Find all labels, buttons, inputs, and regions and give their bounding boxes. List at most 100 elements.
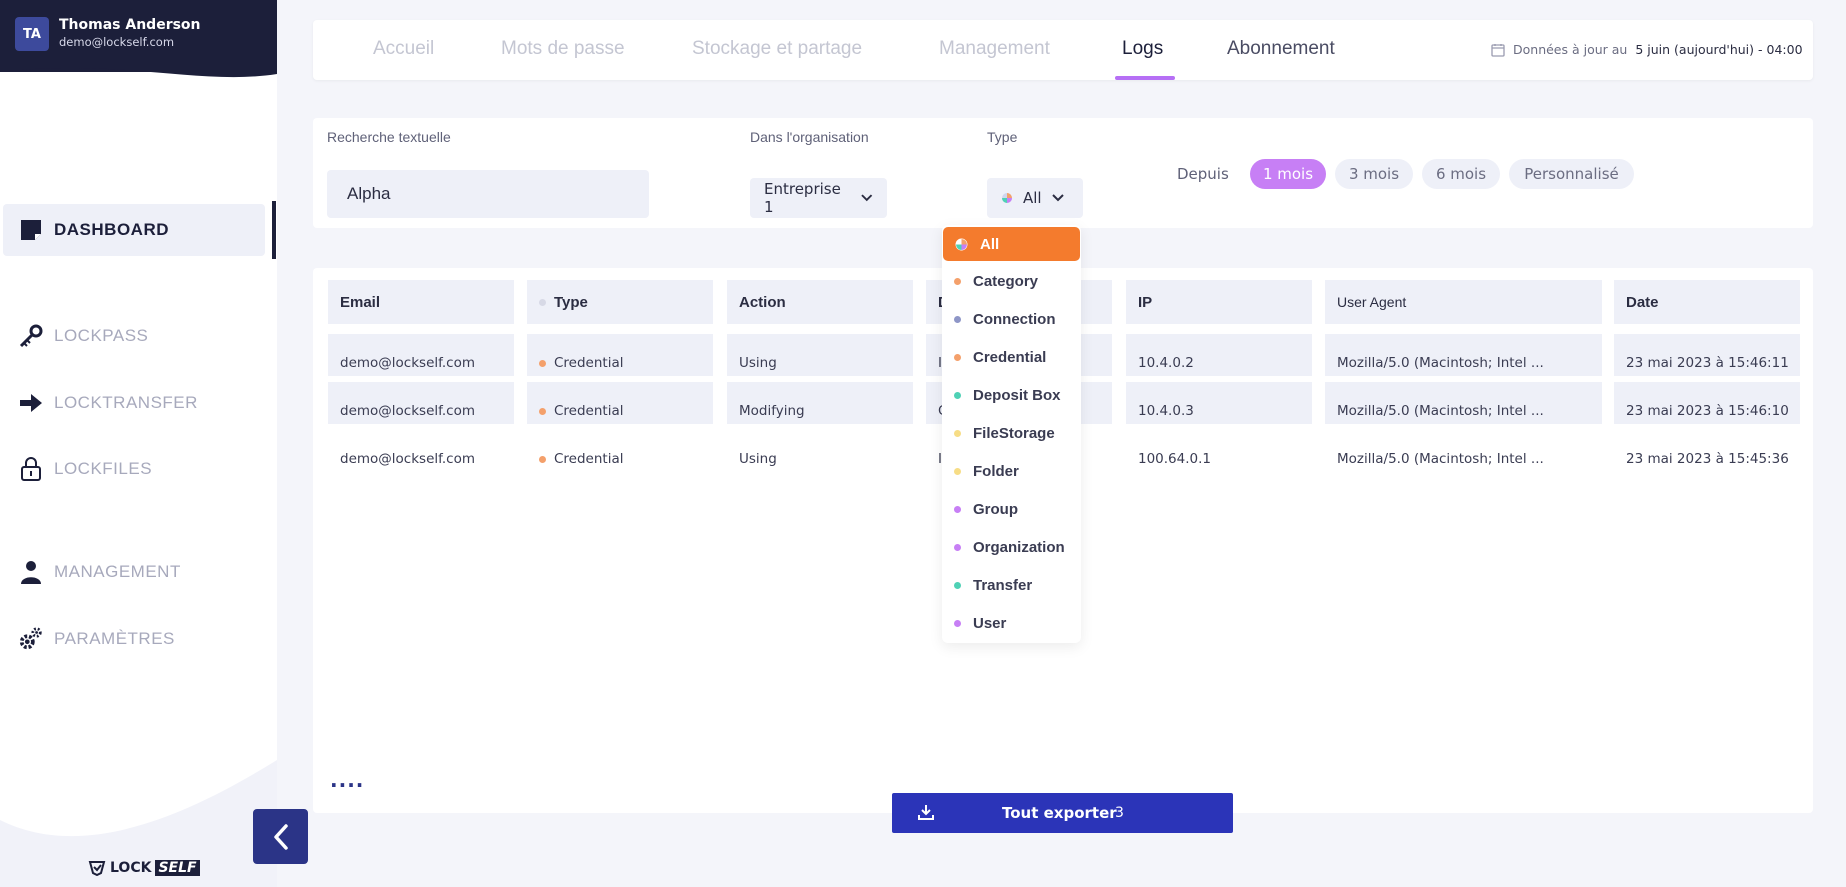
sidebar-item-lockpass[interactable]: LOCKPASS — [0, 310, 277, 362]
search-input[interactable] — [327, 170, 649, 218]
deposit-box-dot-icon — [954, 391, 961, 399]
user-dot-icon — [954, 619, 961, 627]
palette-icon — [1002, 193, 1012, 203]
export-all-button[interactable]: Tout exporter 3 — [892, 793, 1233, 833]
row-cell-bg — [727, 382, 913, 424]
lockself-logo: LOCK SELF — [88, 860, 200, 876]
top-tabs: Accueil Mots de passe Stockage et partag… — [313, 20, 1813, 80]
dropdown-option-transfer[interactable]: Transfer — [942, 568, 1081, 602]
arrow-right-icon — [18, 390, 44, 416]
dropdown-option-label: Deposit Box — [973, 386, 1061, 404]
updated-date: 5 juin (aujourd'hui) - 04:00 — [1635, 42, 1803, 57]
connection-dot-icon — [954, 315, 961, 323]
dropdown-option-group[interactable]: Group — [942, 492, 1081, 526]
table-row[interactable]: demo@lockself.com — [340, 451, 475, 467]
dropdown-option-deposit-box[interactable]: Deposit Box — [942, 378, 1081, 412]
sidebar-item-label: DASHBOARD — [54, 220, 169, 239]
dropdown-option-folder[interactable]: Folder — [942, 454, 1081, 488]
gears-icon — [18, 626, 44, 652]
sidebar-item-label: LOCKTRANSFER — [54, 393, 198, 412]
row-cell-bg — [328, 334, 514, 376]
organization-select[interactable]: Entreprise 1 — [750, 178, 887, 218]
collapse-sidebar-button[interactable] — [253, 809, 308, 864]
shield-icon — [88, 861, 106, 876]
type-label: Type — [987, 129, 1018, 145]
period-chip-3-months[interactable]: 3 mois — [1335, 159, 1413, 189]
cell-type-label: Credential — [554, 403, 624, 419]
column-header-user-agent[interactable]: User Agent — [1325, 280, 1602, 324]
sidebar-item-dashboard[interactable]: DASHBOARD — [0, 201, 277, 259]
dropdown-option-organization[interactable]: Organization — [942, 530, 1081, 564]
row-cell-bg — [1126, 334, 1312, 376]
tab-accueil[interactable]: Accueil — [373, 38, 435, 59]
search-label: Recherche textuelle — [327, 129, 451, 145]
folder-dot-icon — [954, 467, 961, 475]
user-email: demo@lockself.com — [59, 35, 175, 49]
period-chip-1-month[interactable]: 1 mois — [1250, 159, 1326, 189]
sidebar-item-label: LOCKPASS — [54, 326, 149, 345]
type-dropdown-menu: All Category Connection Credential Depos… — [942, 225, 1081, 643]
type-select[interactable]: All — [987, 178, 1083, 218]
tab-abonnement[interactable]: Abonnement — [1227, 38, 1335, 59]
table-row[interactable]: demo@lockself.com — [340, 355, 475, 371]
transfer-dot-icon — [954, 581, 961, 589]
sidebar-item-lockfiles[interactable]: LOCKFILES — [0, 443, 277, 495]
column-header-email[interactable]: Email — [328, 280, 514, 324]
type-value: All — [1023, 189, 1042, 207]
dropdown-option-filestorage[interactable]: FileStorage — [942, 416, 1081, 450]
cell-action: Modifying — [739, 403, 805, 419]
cell-action: Using — [739, 355, 777, 371]
period-chip-6-months[interactable]: 6 mois — [1422, 159, 1500, 189]
dropdown-option-label: All — [980, 235, 1000, 253]
column-header-action[interactable]: Action — [727, 280, 913, 324]
column-header-date[interactable]: Date — [1614, 280, 1800, 324]
dropdown-option-label: Category — [973, 272, 1039, 290]
updated-prefix: Données à jour au — [1513, 42, 1628, 57]
column-header-type[interactable]: Type — [527, 280, 713, 324]
cell-type: Credential — [539, 451, 623, 467]
logo-lock: LOCK — [110, 860, 152, 876]
dropdown-option-credential[interactable]: Credential — [942, 340, 1081, 374]
tab-stockage-et-partage[interactable]: Stockage et partage — [692, 38, 863, 59]
row-cell-bg — [527, 382, 713, 424]
row-cell-bg — [1325, 334, 1602, 376]
filters-panel: Recherche textuelle Dans l'organisation … — [313, 118, 1813, 228]
cell-email: demo@lockself.com — [340, 355, 476, 371]
sidebar-item-parametres[interactable]: PARAMÈTRES — [0, 613, 277, 665]
row-cell-bg — [1614, 382, 1800, 424]
sidebar-item-locktransfer[interactable]: LOCKTRANSFER — [0, 377, 277, 429]
sidebar-decoration — [0, 760, 277, 887]
credential-dot-icon — [539, 407, 546, 415]
tab-mots-de-passe[interactable]: Mots de passe — [501, 38, 625, 59]
tab-logs[interactable]: Logs — [1122, 38, 1164, 59]
user-name: Thomas Anderson — [59, 17, 201, 33]
organization-label: Dans l'organisation — [750, 129, 869, 145]
column-header-ip[interactable]: IP — [1126, 280, 1312, 324]
cell-action: Using — [739, 451, 777, 467]
avatar[interactable]: TA — [15, 17, 49, 51]
period-label: Depuis — [1177, 165, 1229, 183]
credential-dot-icon — [539, 359, 546, 367]
dropdown-option-all[interactable]: All — [943, 227, 1080, 261]
load-more-button[interactable]: .... — [330, 768, 365, 792]
dropdown-option-user[interactable]: User — [942, 606, 1081, 640]
credential-dot-icon — [954, 353, 961, 361]
dropdown-option-label: Organization — [973, 538, 1065, 556]
cell-date: 23 mai 2023 à 15:45:36 — [1626, 451, 1789, 467]
organization-dot-icon — [954, 543, 961, 551]
dropdown-option-label: User — [973, 614, 1007, 632]
tab-management[interactable]: Management — [939, 38, 1050, 59]
user-icon — [18, 559, 44, 585]
cell-ip: 10.4.0.3 — [1138, 403, 1194, 419]
calendar-icon — [1491, 43, 1505, 57]
cell-ip: 100.64.0.1 — [1138, 451, 1211, 467]
dropdown-option-category[interactable]: Category — [942, 264, 1081, 298]
cell-email: demo@lockself.com — [340, 451, 476, 467]
cell-type-label: Credential — [554, 355, 624, 371]
cell-date: 23 mai 2023 à 15:46:11 — [1626, 355, 1789, 371]
dropdown-option-connection[interactable]: Connection — [942, 302, 1081, 336]
sidebar-item-management[interactable]: MANAGEMENT — [0, 546, 277, 598]
table-row[interactable]: demo@lockself.com — [340, 403, 475, 419]
row-cell-bg — [1614, 334, 1800, 376]
period-chip-custom[interactable]: Personnalisé — [1509, 159, 1634, 189]
